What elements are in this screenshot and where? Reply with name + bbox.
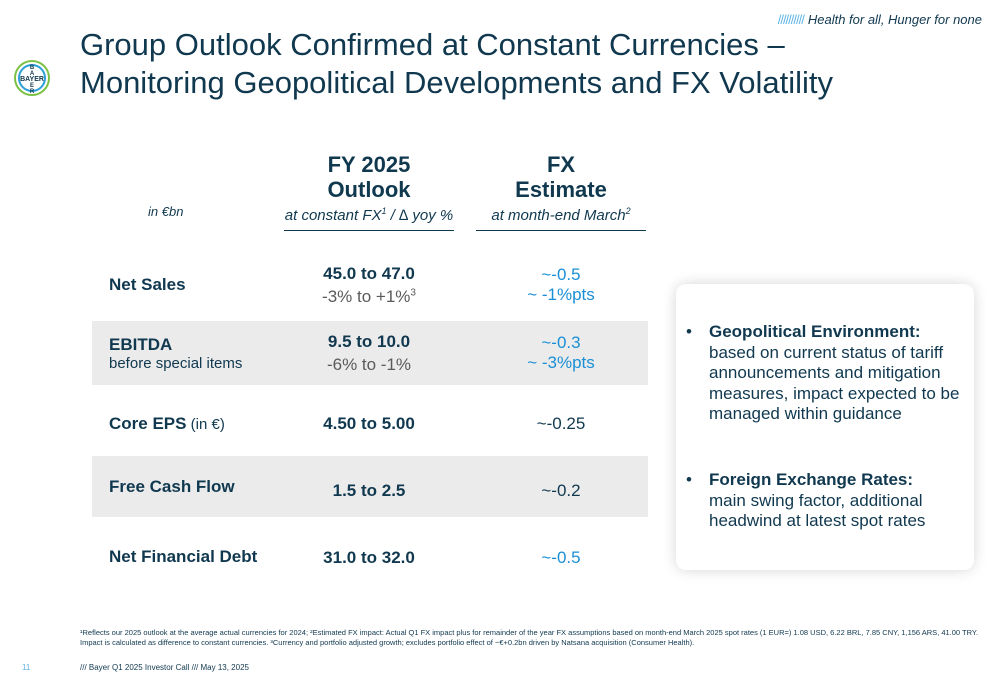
page-title-line2: Monitoring Geopolitical Developments and… bbox=[80, 65, 833, 100]
footer-text: /// Bayer Q1 2025 Investor Call /// May … bbox=[80, 663, 249, 672]
footnotes: ¹Reflects our 2025 outlook at the averag… bbox=[80, 628, 980, 648]
fx-cell: ~-0.5 bbox=[541, 548, 581, 567]
outlook-cell: 31.0 to 32.0 bbox=[323, 548, 415, 567]
outlook-commentary-panel: • Geopolitical Environment: based on curr… bbox=[676, 284, 974, 570]
outlook-cell: 9.5 to 10.0 -6% to -1% bbox=[326, 331, 412, 374]
bullet-geopolitical: • Geopolitical Environment: based on curr… bbox=[686, 322, 960, 423]
fx-cell: ~-0.25 bbox=[536, 414, 586, 433]
outlook-cell: 1.5 to 2.5 bbox=[332, 480, 406, 500]
page-title-line1: Group Outlook Confirmed at Constant Curr… bbox=[80, 27, 785, 62]
bullet-fx-rates: • Foreign Exchange Rates: main swing fact… bbox=[686, 470, 926, 530]
fx-cell: ~-0.2 bbox=[541, 480, 581, 500]
tagline-text: Health for all, Hunger for none bbox=[807, 12, 982, 27]
table-row-ebitda: EBITDA before special items 9.5 to 10.0 … bbox=[92, 321, 648, 385]
outlook-title-line1: FY 2025 bbox=[327, 152, 411, 177]
column-header-outlook: FY 2025 Outlook at constant FX1 / ∆ yoy … bbox=[284, 152, 454, 231]
outlook-title-line2: Outlook bbox=[327, 177, 411, 202]
row-label: Net Financial Debt bbox=[109, 547, 258, 566]
table-row-free-cash-flow: Free Cash Flow 1.5 to 2.5 ~-0.2 bbox=[92, 456, 648, 517]
fx-title-line2: Estimate bbox=[515, 177, 607, 202]
fx-cell: ~-0.3 ~ -3%pts bbox=[527, 333, 595, 372]
fx-cell: ~-0.5 ~ -1%pts bbox=[527, 265, 595, 304]
unit-label: in €bn bbox=[148, 204, 184, 219]
column-header-fx-estimate: FX Estimate at month-end March2 bbox=[476, 152, 646, 231]
fx-title-line1: FX bbox=[546, 152, 576, 177]
row-label: Net Sales bbox=[109, 275, 186, 294]
outlook-cell: 4.50 to 5.00 bbox=[323, 414, 415, 433]
page-title: Group Outlook Confirmed at Constant Curr… bbox=[80, 26, 840, 102]
tagline-slashes: ////////// bbox=[777, 12, 805, 27]
outlook-cell: 45.0 to 47.0 -3% to +1%3 bbox=[322, 263, 416, 306]
bayer-logo-horizontal: BAYER bbox=[20, 76, 44, 83]
tagline: //////////Health for all, Hunger for non… bbox=[778, 12, 982, 27]
row-label: EBITDA before special items bbox=[109, 334, 243, 372]
fx-subtitle: at month-end March2 bbox=[476, 206, 646, 231]
footnote-line1: ¹Reflects our 2025 outlook at the averag… bbox=[80, 628, 979, 637]
table-row-net-sales: Net Sales 45.0 to 47.0 -3% to +1%3 ~-0.5… bbox=[92, 253, 648, 317]
table-row-net-financial-debt: Net Financial Debt 31.0 to 32.0 ~-0.5 bbox=[92, 525, 648, 589]
row-label: Core EPS (in €) bbox=[109, 414, 225, 433]
row-label: Free Cash Flow bbox=[109, 476, 235, 496]
table-row-core-eps: Core EPS (in €) 4.50 to 5.00 ~-0.25 bbox=[92, 392, 648, 456]
footnote-line2: Impact is calculated as difference to co… bbox=[80, 638, 695, 647]
outlook-subtitle: at constant FX1 / ∆ yoy % bbox=[284, 206, 454, 231]
page-number: 11 bbox=[22, 663, 31, 672]
